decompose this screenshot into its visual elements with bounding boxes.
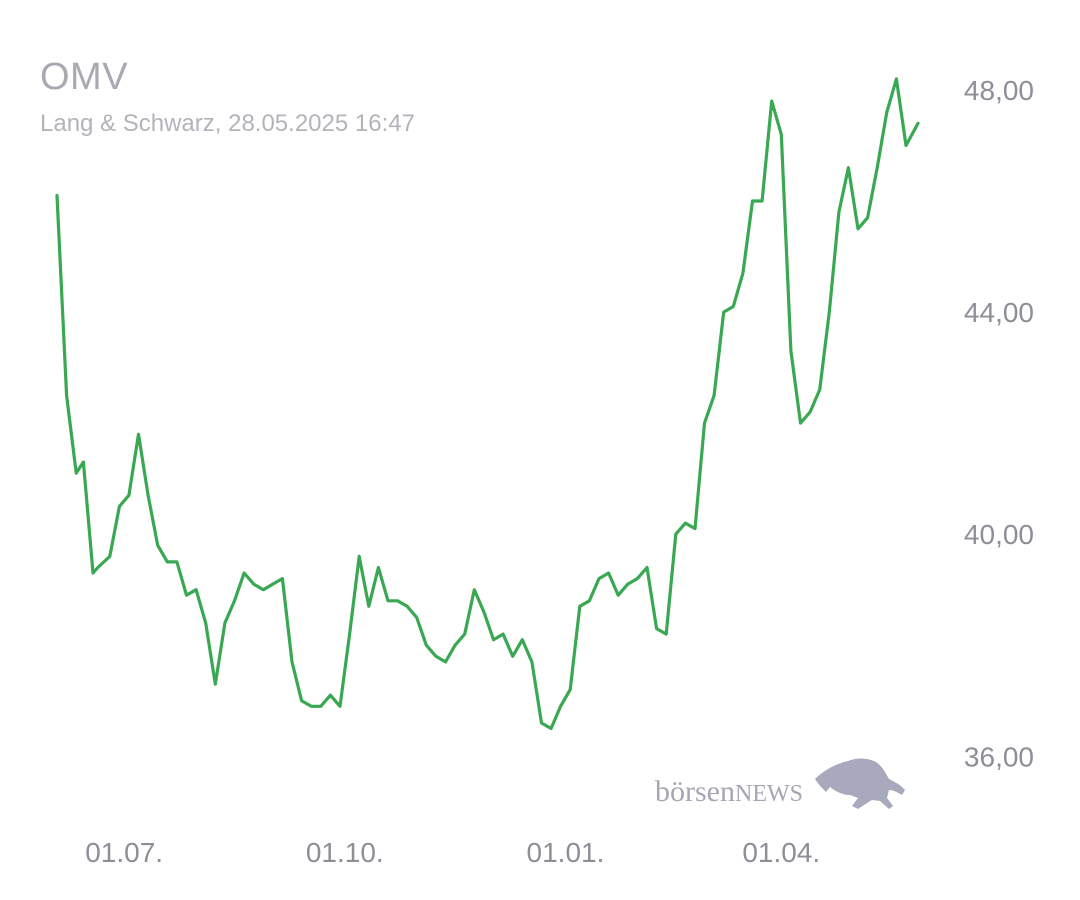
- x-tick-label: 01.10.: [306, 837, 384, 868]
- x-tick-label: 01.04.: [742, 837, 820, 868]
- price-line: [55, 77, 920, 731]
- x-tick-label: 01.01.: [527, 837, 605, 868]
- watermark-suffix: NEWS: [735, 781, 803, 807]
- y-tick-label: 48,00: [964, 75, 1034, 106]
- chart-title: OMV: [40, 56, 129, 98]
- bull-icon: [815, 758, 905, 809]
- watermark-prefix: börsen: [655, 775, 735, 808]
- watermark: börsenNEWS: [655, 758, 905, 809]
- y-tick-label: 40,00: [964, 519, 1034, 550]
- watermark-text: börsenNEWS: [655, 775, 803, 808]
- x-tick-label: 01.07.: [85, 837, 163, 868]
- y-tick-label: 36,00: [964, 741, 1034, 772]
- x-axis: 01.07. 01.10. 01.01. 01.04.: [85, 837, 820, 868]
- y-tick-label: 44,00: [964, 297, 1034, 328]
- y-axis: 48,00 44,00 40,00 36,00: [964, 75, 1034, 772]
- chart-subtitle: Lang & Schwarz, 28.05.2025 16:47: [40, 110, 415, 137]
